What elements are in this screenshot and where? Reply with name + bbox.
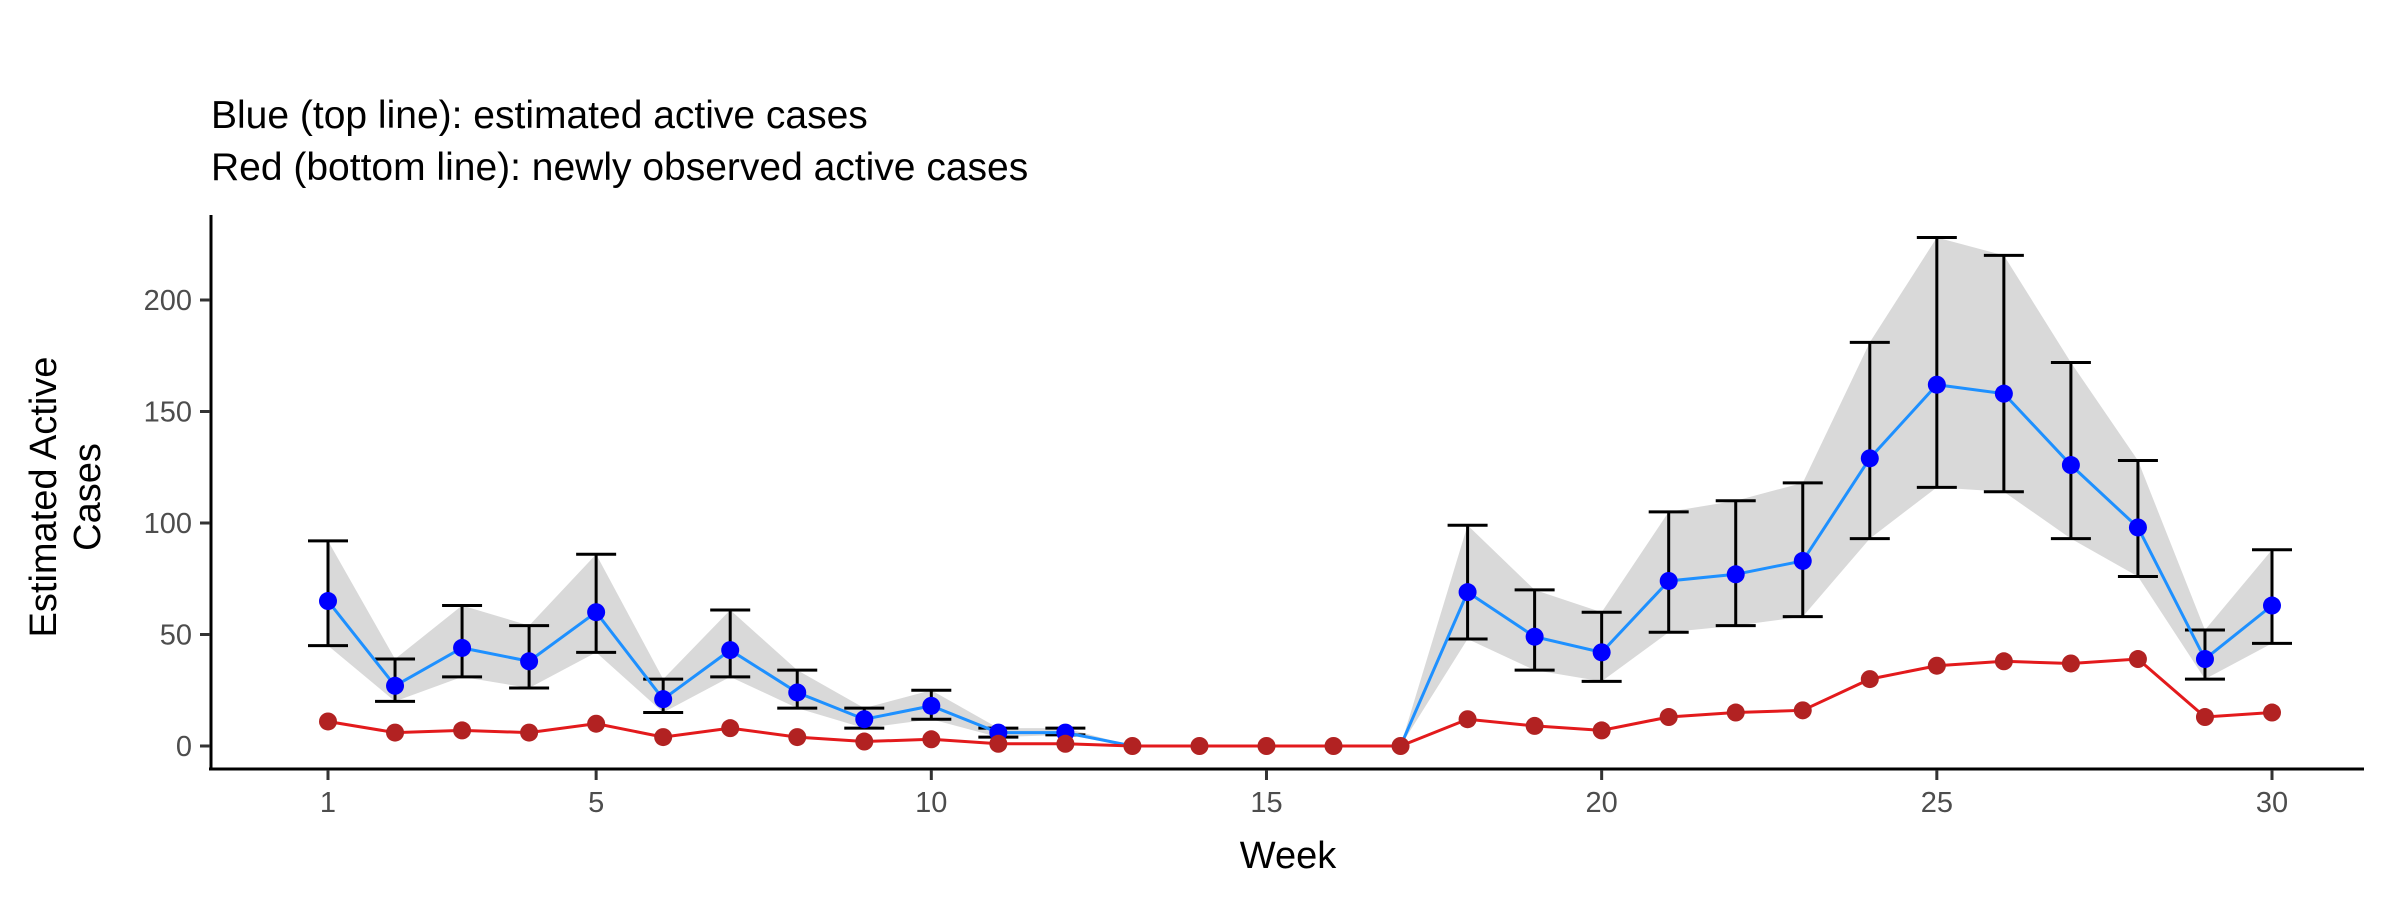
- estimated-cases-point: [2128, 518, 2147, 537]
- observed-cases-point: [1190, 737, 1209, 755]
- estimated-cases-point: [1726, 565, 1745, 584]
- estimated-cases-point: [587, 603, 606, 622]
- observed-cases-point: [2061, 654, 2080, 673]
- observed-cases-point: [1123, 737, 1142, 755]
- x-tick-label: 15: [1250, 787, 1282, 819]
- error-bar: [1715, 499, 1756, 628]
- observed-cases-point: [1458, 710, 1477, 729]
- observed-cases-point: [654, 728, 673, 747]
- observed-cases-point: [721, 719, 740, 738]
- observed-cases-point: [386, 723, 405, 742]
- estimated-cases-point: [922, 696, 941, 715]
- observed-cases-point: [2128, 650, 2147, 669]
- observed-cases-point: [1056, 734, 1075, 753]
- observed-cases-point: [1927, 656, 1946, 675]
- estimated-cases-point: [2061, 456, 2080, 475]
- x-tick-label: 30: [2256, 787, 2288, 819]
- y-ticks: 0 50 100 150 200: [144, 285, 210, 763]
- y-tick-label: 200: [144, 285, 192, 317]
- series-points: [319, 375, 2281, 755]
- observed-cases-point: [1994, 652, 2013, 671]
- confidence-band-area: [328, 237, 2272, 746]
- y-tick-label: 100: [144, 508, 192, 540]
- estimated-cases-point: [386, 676, 405, 695]
- observed-cases-point: [1793, 701, 1812, 720]
- chart-subtitle: Red (bottom line): newly observed active…: [211, 146, 1028, 189]
- observed-cases-point: [1592, 721, 1611, 740]
- estimated-cases-point: [453, 638, 472, 657]
- error-bar: [1447, 523, 1488, 641]
- observed-cases-point: [319, 712, 337, 731]
- observed-cases-point: [2195, 708, 2214, 727]
- estimated-cases-point: [1525, 627, 1544, 646]
- observed-cases-point: [1391, 737, 1410, 755]
- y-axis-title-line: Cases: [67, 443, 109, 551]
- estimated-cases-point: [1994, 384, 2013, 403]
- estimated-cases-point: [721, 641, 740, 660]
- error-bar: [1782, 481, 1823, 619]
- x-tick-label: 25: [1921, 787, 1953, 819]
- estimated-cases-point: [855, 710, 874, 729]
- x-axis-title: Week: [1240, 835, 1337, 877]
- observed-cases-point: [788, 728, 807, 747]
- observed-cases-point: [989, 734, 1008, 753]
- x-tick-label: 10: [915, 787, 947, 819]
- observed-cases-point: [1525, 716, 1544, 735]
- estimated-cases-point: [319, 592, 337, 611]
- observed-cases-point: [587, 714, 606, 733]
- observed-cases-point: [855, 732, 874, 751]
- estimated-cases-point: [2195, 650, 2214, 669]
- series-lines: [326, 383, 2273, 748]
- error-bar: [2050, 360, 2091, 541]
- estimated-cases-point: [1458, 583, 1477, 602]
- confidence-band: [328, 237, 2272, 746]
- error-bar: [1916, 236, 1957, 489]
- x-ticks: 1 5 10 15 20 25 30: [320, 770, 2288, 819]
- observed-cases-point: [1257, 737, 1276, 755]
- y-tick-label: 150: [144, 397, 192, 429]
- error-bar: [1849, 340, 1890, 541]
- x-tick-label: 20: [1586, 787, 1618, 819]
- observed-cases-point: [1860, 670, 1879, 689]
- observed-cases-point: [1659, 708, 1678, 727]
- estimated-cases-point: [2263, 596, 2281, 615]
- estimated-cases-point: [1659, 571, 1678, 590]
- estimated-cases-point: [1793, 551, 1812, 570]
- x-tick-label: 1: [320, 787, 336, 819]
- estimated-cases-point: [1592, 643, 1611, 662]
- x-tick-label: 5: [588, 787, 604, 819]
- y-tick-label: 0: [176, 731, 192, 763]
- estimated-cases-point: [1860, 449, 1879, 468]
- y-tick-label: 50: [160, 620, 192, 652]
- observed-cases-point: [2263, 703, 2281, 722]
- observed-cases-point: [453, 721, 472, 740]
- y-axis-title-line: Estimated Active: [23, 357, 65, 638]
- observed-cases-point: [520, 723, 539, 742]
- observed-cases-point: [1726, 703, 1745, 722]
- chart-title: Blue (top line): estimated active cases: [211, 94, 868, 137]
- observed-cases-line: [327, 657, 2273, 748]
- observed-cases-point: [1324, 737, 1343, 755]
- estimated-cases-point: [520, 652, 539, 671]
- estimated-cases-point: [1927, 375, 1946, 394]
- error-bar: [1983, 253, 2024, 494]
- y-axis-title: Estimated ActiveCases: [23, 357, 109, 638]
- observed-cases-point: [922, 730, 941, 749]
- estimated-cases-point: [788, 683, 807, 702]
- estimated-cases-point: [654, 690, 673, 709]
